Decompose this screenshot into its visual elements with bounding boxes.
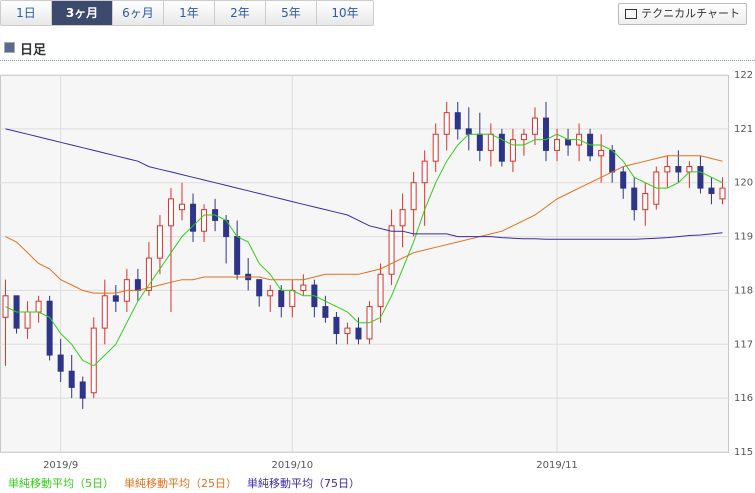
candle-body [377, 273, 384, 308]
y-tick-label: 117 [734, 339, 753, 350]
candle-body [686, 166, 693, 173]
x-tick-label: 2019/10 [272, 460, 314, 471]
candle-body [234, 236, 241, 275]
candle-body [554, 139, 561, 151]
candle-body [322, 306, 329, 318]
candle-body [388, 225, 395, 275]
candle-body [642, 192, 649, 211]
candle-body [520, 133, 527, 141]
legend-entry: 単純移動平均（25日） [124, 476, 237, 490]
candle-body [609, 149, 616, 173]
candle-body [399, 209, 406, 227]
candle-body [278, 289, 285, 308]
candle-body [134, 279, 141, 291]
chart-heading: 日足 [4, 39, 46, 58]
y-tick-label: 119 [734, 232, 753, 243]
candle-body [421, 160, 428, 184]
candle-body [156, 225, 163, 259]
candle-body [509, 139, 516, 162]
candle-body [598, 149, 605, 157]
moving-average-line [5, 128, 723, 240]
technical-chart-button[interactable]: テクニカルチャート [618, 3, 747, 25]
candle-body [190, 203, 197, 232]
candle-body [344, 327, 351, 335]
y-tick-label: 115 [734, 447, 753, 458]
y-tick-label: 122 [734, 70, 753, 81]
candle-body [664, 166, 671, 173]
period-tab[interactable]: 6ヶ月 [113, 1, 164, 25]
candle-body [543, 117, 549, 151]
x-tick-label: 2019/9 [43, 460, 78, 471]
period-tab[interactable]: 5年 [266, 1, 317, 25]
candle-body [90, 327, 97, 394]
candle-body [300, 284, 307, 291]
candle-body [79, 381, 86, 399]
candle-body [487, 133, 494, 151]
candle-body [145, 257, 152, 291]
candle-body [498, 133, 505, 162]
candle-body [256, 279, 263, 297]
period-tab[interactable]: 10年 [317, 1, 373, 25]
candle-body [465, 128, 472, 135]
candle-body [46, 300, 53, 356]
candle-body [201, 209, 208, 232]
y-tick-label: 120 [734, 178, 753, 189]
candle-body [719, 187, 726, 200]
y-tick-label: 118 [734, 285, 753, 296]
legend-entry: 単純移動平均（75日） [247, 476, 360, 490]
candle-body [708, 187, 715, 194]
candle-body [35, 300, 42, 313]
period-tab[interactable]: 2年 [215, 1, 266, 25]
candle-body [432, 133, 439, 162]
candle-body [620, 171, 627, 189]
candle-body [101, 295, 108, 329]
candle-body [531, 117, 538, 135]
candle-body [68, 370, 75, 388]
candle-body [631, 187, 638, 211]
candle-body [267, 289, 274, 297]
candle-body [112, 295, 119, 302]
candle-body [443, 112, 450, 135]
x-tick-label: 2019/11 [536, 460, 578, 471]
candle-body [57, 354, 64, 372]
y-tick-label: 121 [734, 124, 753, 135]
candle-body [179, 203, 185, 211]
y-tick-label: 116 [734, 393, 753, 404]
period-tab[interactable]: 3ヶ月 [52, 1, 113, 25]
candle-body [24, 311, 31, 329]
period-tab[interactable]: 1日 [1, 1, 52, 25]
plot-area [0, 75, 729, 453]
candle-body [333, 316, 340, 335]
candle-body [289, 289, 296, 308]
candle-body [476, 133, 483, 151]
moving-average-line [5, 155, 723, 294]
candle-body [454, 112, 461, 130]
legend-entry: 単純移動平均（5日） [8, 476, 114, 490]
candle-body [167, 198, 174, 227]
candle-body [697, 166, 704, 189]
candle-body [675, 166, 682, 173]
candle-body [565, 139, 572, 146]
moving-average-line [5, 133, 723, 367]
candle-body [355, 327, 362, 340]
divider [0, 60, 755, 61]
period-tab[interactable]: 1年 [164, 1, 215, 25]
candle-body [410, 182, 417, 211]
period-tabs: 1日 3ヶ月 6ヶ月 1年 2年 5年 10年 [0, 0, 374, 26]
